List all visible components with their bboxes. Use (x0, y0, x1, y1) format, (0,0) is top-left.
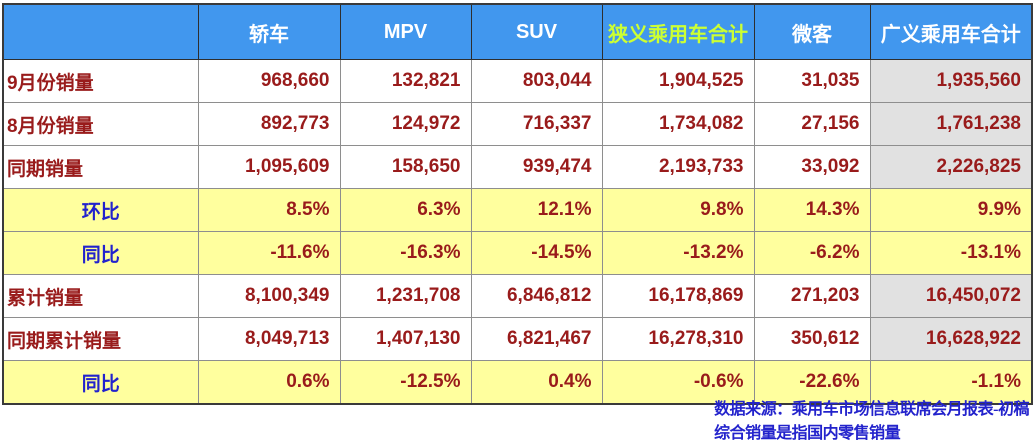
data-source-note: 数据来源：乘用车市场信息联席会月报表-初稿 (714, 401, 1029, 418)
row-label: 8月份销量 (2, 102, 199, 146)
table-row-same-period-sales: 同期销量 1,095,609 158,650 939,474 2,193,733… (2, 145, 1033, 189)
header-row: 轿车 MPV SUV 狭义乘用车合计 微客 广义乘用车合计 (2, 3, 1033, 60)
cell-value: 716,337 (470, 102, 603, 146)
row-label: 同期累计销量 (2, 317, 199, 361)
row-label: 环比 (2, 188, 199, 232)
row-label: 同期销量 (2, 145, 199, 189)
cell-value: 0.4% (470, 360, 603, 405)
table-row-sep-sales: 9月份销量 968,660 132,821 803,044 1,904,525 … (2, 59, 1033, 103)
cell-value: 8.5% (197, 188, 341, 232)
cell-value: 1,095,609 (197, 145, 341, 189)
cell-value: -22.6% (753, 360, 871, 405)
cell-value: -13.1% (869, 231, 1033, 275)
table-row-aug-sales: 8月份销量 892,773 124,972 716,337 1,734,082 … (2, 102, 1033, 146)
table-row-mom-change: 环比 8.5% 6.3% 12.1% 9.8% 14.3% 9.9% (2, 188, 1033, 232)
retail-definition-note: 综合销量是指国内零售销量 (714, 425, 901, 442)
cell-value: 2,226,825 (869, 145, 1033, 189)
row-label: 累计销量 (2, 274, 199, 318)
table-row-yoy-change: 同比 -11.6% -16.3% -14.5% -13.2% -6.2% -13… (2, 231, 1033, 275)
cell-value: 16,450,072 (869, 274, 1033, 318)
cell-value: 16,628,922 (869, 317, 1033, 361)
col-header-narrow-pv-total: 狭义乘用车合计 (601, 3, 755, 60)
cell-value: 9.8% (601, 188, 755, 232)
cell-value: 12.1% (470, 188, 603, 232)
cell-value: 803,044 (470, 59, 603, 103)
cell-value: 31,035 (753, 59, 871, 103)
cell-value: 1,904,525 (601, 59, 755, 103)
cell-value: 1,407,130 (339, 317, 472, 361)
cell-value: -1.1% (869, 360, 1033, 405)
cell-value: 14.3% (753, 188, 871, 232)
cell-value: 892,773 (197, 102, 341, 146)
corner-cell (2, 3, 199, 60)
cell-value: -12.5% (339, 360, 472, 405)
cell-value: 1,231,708 (339, 274, 472, 318)
cell-value: 8,100,349 (197, 274, 341, 318)
cell-value: 0.6% (197, 360, 341, 405)
table-row-cumulative-sales: 累计销量 8,100,349 1,231,708 6,846,812 16,17… (2, 274, 1033, 318)
cell-value: -16.3% (339, 231, 472, 275)
cell-value: 271,203 (753, 274, 871, 318)
table-row-cumulative-yoy-change: 同比 0.6% -12.5% 0.4% -0.6% -22.6% -1.1% (2, 360, 1033, 405)
cell-value: 968,660 (197, 59, 341, 103)
row-label: 同比 (2, 231, 199, 275)
cell-value: 1,761,238 (869, 102, 1033, 146)
cell-value: 6,846,812 (470, 274, 603, 318)
cell-value: 158,650 (339, 145, 472, 189)
table-row-same-period-cumulative-sales: 同期累计销量 8,049,713 1,407,130 6,821,467 16,… (2, 317, 1033, 361)
cell-value: 1,935,560 (869, 59, 1033, 103)
cell-value: 6.3% (339, 188, 472, 232)
cell-value: -6.2% (753, 231, 871, 275)
cell-value: 2,193,733 (601, 145, 755, 189)
cell-value: -11.6% (197, 231, 341, 275)
cell-value: 1,734,082 (601, 102, 755, 146)
cell-value: -0.6% (601, 360, 755, 405)
col-header-sedan: 轿车 (197, 3, 341, 60)
col-header-broad-pv-total: 广义乘用车合计 (869, 3, 1033, 60)
footer-notes: 数据来源：乘用车市场信息联席会月报表-初稿 综合销量是指国内零售销量 (714, 398, 1029, 446)
cell-value: 939,474 (470, 145, 603, 189)
cell-value: 350,612 (753, 317, 871, 361)
col-header-microvan: 微客 (753, 3, 871, 60)
cell-value: -14.5% (470, 231, 603, 275)
cell-value: -13.2% (601, 231, 755, 275)
cell-value: 124,972 (339, 102, 472, 146)
col-header-suv: SUV (470, 3, 603, 60)
row-label: 同比 (2, 360, 199, 405)
cell-value: 27,156 (753, 102, 871, 146)
cell-value: 132,821 (339, 59, 472, 103)
cell-value: 6,821,467 (470, 317, 603, 361)
cell-value: 16,278,310 (601, 317, 755, 361)
row-label: 9月份销量 (2, 59, 199, 103)
sales-table: 轿车 MPV SUV 狭义乘用车合计 微客 广义乘用车合计 9月份销量 968,… (2, 3, 1033, 405)
cell-value: 33,092 (753, 145, 871, 189)
cell-value: 9.9% (869, 188, 1033, 232)
cell-value: 8,049,713 (197, 317, 341, 361)
cell-value: 16,178,869 (601, 274, 755, 318)
col-header-mpv: MPV (339, 3, 472, 60)
